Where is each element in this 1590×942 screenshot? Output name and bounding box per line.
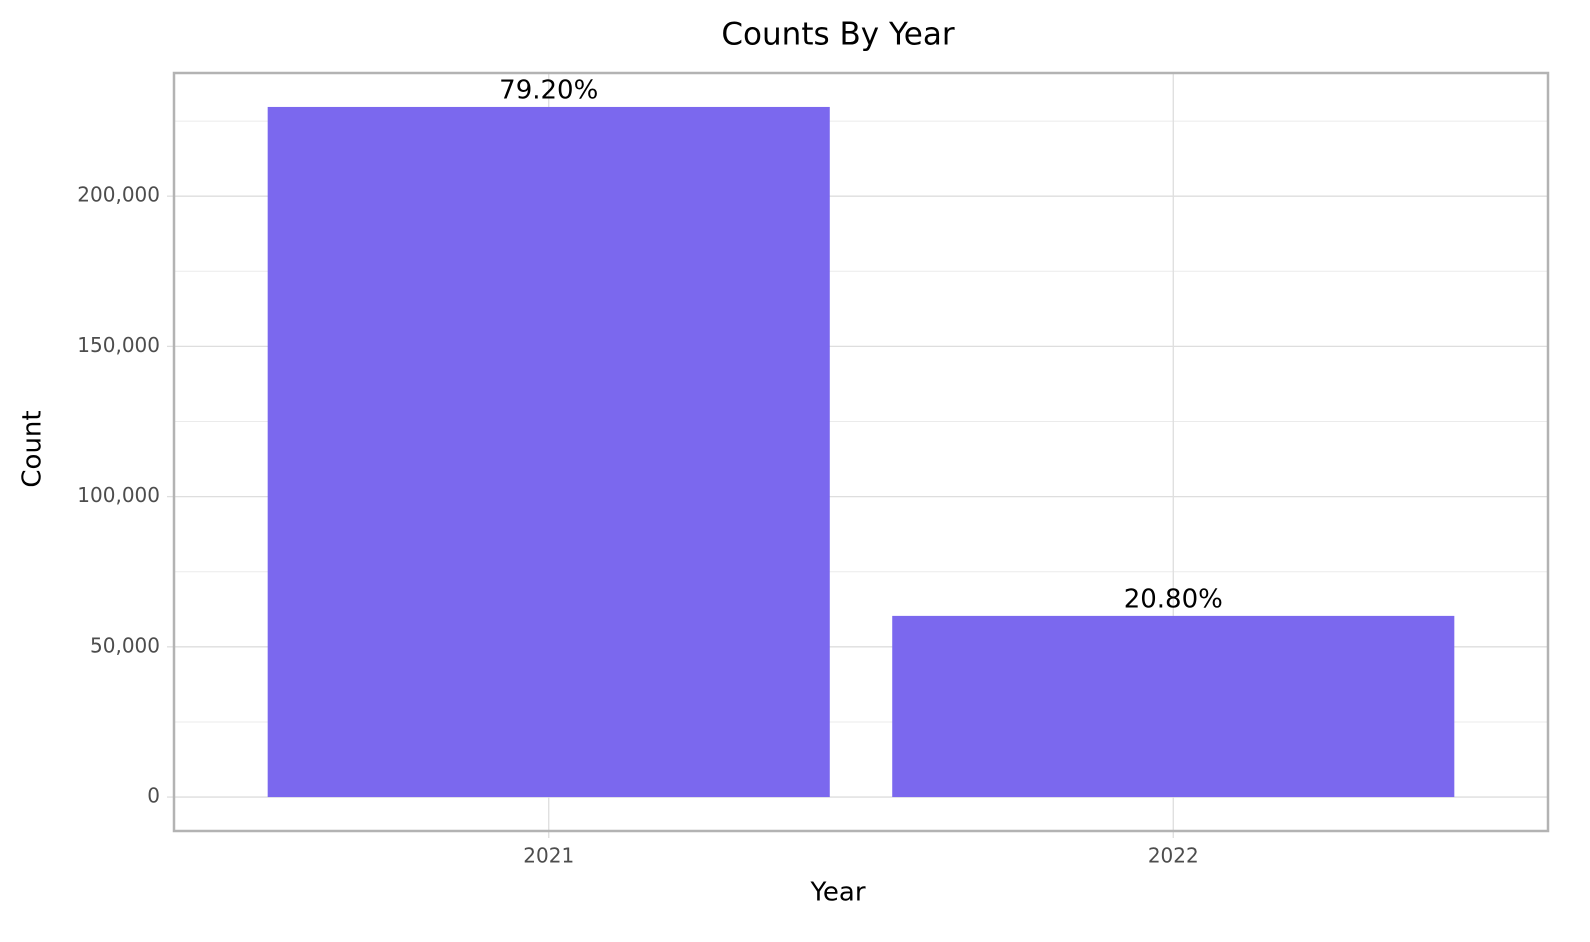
x-tick-label: 2021 — [523, 844, 574, 868]
x-tick-label: 2022 — [1148, 844, 1199, 868]
data-label: 79.20% — [499, 75, 598, 105]
y-tick-label: 50,000 — [90, 633, 160, 657]
chart-title: Counts By Year — [721, 17, 954, 53]
bar — [267, 106, 830, 798]
panel-border — [172, 71, 1550, 833]
x-axis-title: Year — [809, 878, 865, 908]
y-tick-label: 100,000 — [77, 483, 160, 507]
data-label: 20.80% — [1124, 584, 1223, 614]
bar — [892, 615, 1455, 798]
y-tick-label: 150,000 — [77, 333, 160, 357]
y-axis-title: Count — [18, 410, 48, 487]
y-tick-label: 200,000 — [77, 183, 160, 207]
y-tick-label: 0 — [147, 784, 160, 808]
